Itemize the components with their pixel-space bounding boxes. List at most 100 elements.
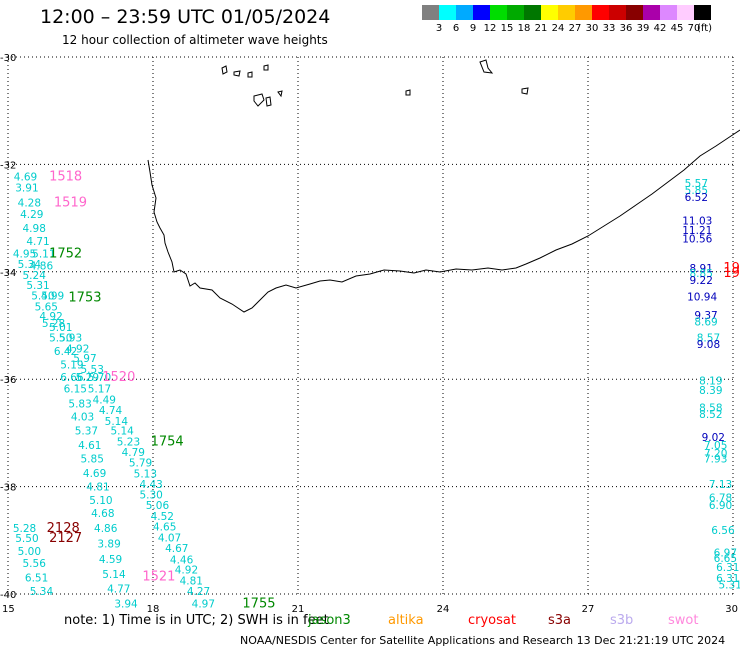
wave-height-value: 7.13 (709, 479, 732, 491)
wave-height-value: 4.99 (41, 291, 64, 303)
satellite-legend-cryosat: cryosat (468, 613, 516, 628)
wave-height-value: 5.14 (102, 569, 126, 581)
scale-label: 3 (435, 23, 443, 34)
pass-number: 1520 (102, 370, 135, 385)
wave-height-value: 9.37 (694, 310, 717, 322)
wave-height-value: 4.71 (26, 236, 49, 248)
longitude-label: 18 (147, 604, 160, 615)
longitude-label: 24 (437, 604, 450, 615)
wave-height-value: 5.01 (49, 322, 72, 334)
scale-label: 42 (653, 23, 667, 34)
wave-height-value: 5.34 (18, 259, 42, 271)
wave-height-value: 9.02 (702, 432, 725, 444)
wave-height-value: 6.56 (711, 525, 735, 537)
pass-number: 1753 (68, 290, 101, 305)
scale-swatch (677, 5, 694, 20)
wave-height-value: 10.94 (687, 291, 717, 303)
wave-height-value: 8.39 (699, 385, 722, 397)
wave-height-value: 4.74 (99, 405, 123, 417)
wave-height-value: 5.34 (30, 586, 54, 598)
wave-height-value: 4.61 (78, 440, 101, 452)
scale-swatch (694, 5, 711, 20)
scale-swatch (422, 5, 439, 20)
scale-swatch (609, 5, 626, 20)
wave-height-value: 4.86 (30, 261, 54, 273)
wave-height-value: 5.24 (23, 270, 47, 282)
latitude-label: -32 (0, 160, 16, 171)
scale-label: 9 (469, 23, 477, 34)
longitude-labels: 15 18 21 24 27 30 (2, 604, 738, 615)
wave-height-value: 4.92 (39, 311, 62, 323)
wave-height-value: 6.65 (714, 553, 737, 565)
wave-height-value: 4.43 (139, 479, 162, 491)
scale-label: 15 (500, 23, 514, 34)
scale-label: 27 (568, 23, 582, 34)
pass-number: 1754 (151, 434, 184, 449)
wave-height-value: 5.70 (88, 372, 111, 384)
map-subtitle: 12 hour collection of altimeter wave hei… (62, 33, 328, 47)
latitude-label: -40 (0, 590, 16, 601)
wave-height-value: 9.22 (690, 275, 713, 287)
wave-height-value: 4.79 (122, 447, 145, 459)
scale-swatch (507, 5, 524, 20)
scale-swatch (575, 5, 592, 20)
wave-height-value: 5.79 (129, 458, 152, 470)
scale-unit: (ft) (697, 23, 713, 34)
longitude-label: 27 (582, 604, 595, 615)
note-text: note: 1) Time is in UTC; 2) SWH is in fe… (64, 613, 329, 628)
wave-height-value: 4.92 (175, 565, 198, 577)
wave-height-value: 6.97 (714, 547, 737, 559)
wave-height-value: 5.10 (89, 495, 112, 507)
wave-height-value: 5.56 (23, 558, 47, 570)
longitude-label: 21 (292, 604, 305, 615)
wave-height-value: 3.91 (15, 182, 38, 194)
scale-swatch (660, 5, 677, 20)
wave-height-value: 5.97 (73, 353, 96, 365)
latitude-label: -36 (0, 375, 16, 386)
wave-height-value: 5.31 (719, 580, 740, 592)
scale-label: 24 (551, 23, 565, 34)
wave-height-value: 11.21 (682, 225, 712, 237)
wave-height-value: 11.03 (682, 216, 712, 228)
wave-height-value: 6.51 (25, 573, 48, 585)
wave-height-value: 4.81 (180, 575, 203, 587)
wave-height-value: 8.52 (699, 409, 722, 421)
wave-height-value: 5.17 (88, 384, 111, 396)
longitude-label: 15 (2, 604, 15, 615)
pass-number: 1755 (242, 596, 275, 611)
wave-height-value: 4.81 (86, 481, 109, 493)
scale-swatch (524, 5, 541, 20)
wave-height-value: 5.29 (76, 372, 99, 384)
scale-swatch (439, 5, 456, 20)
wave-height-value: 4.27 (187, 586, 210, 598)
wave-height-value: 7.93 (704, 453, 727, 465)
satellite-legend-s3b: s3b (610, 613, 634, 628)
scale-swatch (558, 5, 575, 20)
coastline (147, 129, 740, 313)
wave-height-value: 4.46 (170, 554, 194, 566)
wave-height-value: 5.06 (146, 500, 170, 512)
scale-swatch (490, 5, 507, 20)
wave-height-value: 5.23 (117, 436, 140, 448)
wave-height-value: 5.37 (75, 426, 98, 438)
wave-height-value: 6.52 (685, 192, 708, 204)
pass-numbers: 1518151917521753152017542128212715211755… (47, 170, 740, 612)
scale-label: 45 (670, 23, 684, 34)
wave-height-value: 4.86 (94, 523, 118, 535)
wave-height-value: 6.66 (60, 372, 84, 384)
graticule (7, 56, 734, 595)
wave-height-value: 4.49 (93, 394, 116, 406)
wave-height-value: 4.95 (13, 248, 36, 260)
wave-height-observations: 4.693.914.284.294.984.714.955.115.344.86… (13, 172, 740, 611)
scale-label: 6 (452, 23, 460, 34)
wave-height-value: 4.97 (192, 598, 215, 610)
wave-height-value: 4.92 (66, 343, 89, 355)
wave-height-value: 4.52 (151, 511, 174, 523)
wave-height-value: 5.19 (60, 359, 83, 371)
satellite-legend-s3a: s3a (548, 613, 572, 628)
wave-height-value: 4.03 (71, 412, 94, 424)
wave-height-value: 4.69 (83, 468, 106, 480)
longitude-label: 30 (725, 604, 738, 615)
wave-height-value: 6.31 (716, 562, 739, 574)
wave-height-value: 5.50 (49, 333, 72, 345)
